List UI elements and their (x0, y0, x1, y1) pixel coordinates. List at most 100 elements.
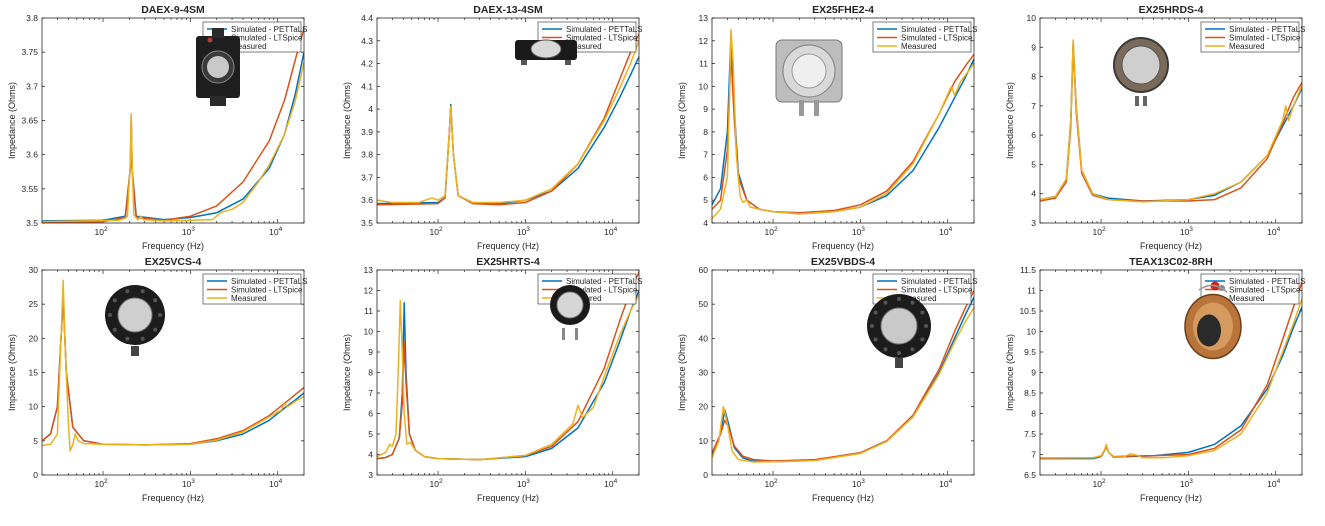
y-tick-label: 4 (703, 218, 708, 228)
y-tick-label: 30 (699, 368, 709, 378)
legend-label: Simulated - LTSpice (566, 33, 638, 42)
legend-label: Measured (231, 42, 267, 51)
y-tick-label: 25 (29, 299, 39, 309)
y-tick-label: 15 (29, 368, 39, 378)
y-tick-label: 4 (368, 450, 373, 460)
device-label (880, 307, 918, 345)
x-tick-label: 103 (852, 478, 865, 489)
device-hole (873, 310, 878, 315)
exciter-photo: DAEX-9-4SM exciter photo (196, 28, 240, 106)
y-tick-label: 9 (1031, 42, 1036, 52)
y-tick-label: 3 (368, 470, 373, 480)
y-tick-label: 8 (1031, 72, 1036, 82)
y-axis-label: Impedance (Ohms) (7, 82, 17, 159)
device-hole (153, 298, 158, 303)
y-tick-label: 9.5 (1024, 347, 1036, 357)
device-hole (897, 351, 901, 355)
legend-label: Simulated - PETTaLS (901, 277, 977, 286)
x-tick-label: 104 (939, 478, 952, 489)
y-tick-label: 3.8 (26, 13, 38, 23)
device-hole (108, 313, 112, 317)
y-tick-label: 11 (699, 59, 708, 69)
series-line-measured (42, 279, 304, 452)
y-tick-label: 7 (1031, 450, 1036, 460)
device-hole (920, 337, 925, 342)
device-dot (207, 37, 213, 43)
y-tick-label: 4.2 (361, 59, 373, 69)
y-tick-label: 30 (29, 265, 39, 275)
chart-title: EX25VBDS-4 (811, 256, 875, 268)
y-tick-label: 10.5 (1019, 306, 1036, 316)
y-tick-label: 5 (703, 195, 708, 205)
y-axis-label: Impedance (Ohms) (342, 334, 352, 411)
x-axis-label: Frequency (Hz) (477, 493, 539, 503)
x-axis-label: Frequency (Hz) (1140, 493, 1202, 503)
device-tab (210, 96, 226, 106)
y-tick-label: 6.5 (1024, 470, 1036, 480)
axes-frame (711, 17, 975, 224)
y-tick-label: 3.6 (26, 150, 38, 160)
y-tick-label: 12 (699, 36, 709, 46)
y-tick-label: 6 (368, 409, 373, 419)
y-axis-label: Impedance (Ohms) (1005, 334, 1015, 411)
axes-frame (1039, 269, 1303, 476)
x-tick-label: 102 (429, 478, 442, 489)
device-terminal (575, 328, 578, 340)
device-wire (1198, 284, 1228, 293)
y-tick-label: 5 (1031, 159, 1036, 169)
series-group (42, 279, 304, 452)
y-tick-label: 3.9 (361, 127, 373, 137)
device-terminal (1135, 96, 1139, 106)
exciter-photo: EX25HRDS-4 exciter photo (1113, 37, 1169, 106)
x-tick-label: 102 (1092, 226, 1105, 237)
x-tick-label: 104 (604, 478, 617, 489)
y-tick-label: 10 (699, 81, 709, 91)
x-axis-label: Frequency (Hz) (812, 241, 874, 251)
y-tick-label: 11 (1027, 286, 1036, 296)
x-tick-label: 102 (764, 226, 777, 237)
chart-title: DAEX-9-4SM (141, 4, 205, 16)
device-terminal (895, 358, 903, 368)
x-tick-label: 103 (182, 226, 195, 237)
legend-label: Simulated - PETTaLS (566, 25, 642, 34)
legend-label: Simulated - LTSpice (1229, 285, 1301, 294)
chart-panel-2: DAEX-13-4SM 3.5 3.6 3.7 3.8 3.9 4 4.1 4.2 4.3 4.4 1… (342, 4, 642, 251)
x-tick-label: 102 (94, 478, 107, 489)
y-tick-label: 8 (703, 127, 708, 137)
y-axis-label: Impedance (Ohms) (7, 334, 17, 411)
y-tick-label: 12 (364, 286, 374, 296)
legend-label: Simulated - PETTaLS (1229, 25, 1305, 34)
series-group (1040, 282, 1302, 460)
series-line-measured (1040, 298, 1302, 459)
x-tick-label: 104 (269, 478, 282, 489)
axes-frame (711, 269, 975, 476)
device-hole (924, 324, 928, 328)
y-tick-label: 7 (368, 388, 373, 398)
device-hole (910, 347, 915, 352)
y-axis-label: Impedance (Ohms) (677, 82, 687, 159)
x-axis-label: Frequency (Hz) (812, 493, 874, 503)
x-tick-label: 104 (269, 226, 282, 237)
y-tick-label: 60 (699, 265, 709, 275)
x-tick-label: 102 (429, 226, 442, 237)
series-line-measured (712, 28, 974, 219)
y-tick-label: 9 (1031, 368, 1036, 378)
chart-panel-1: DAEX-9-4SM 3.5 3.55 3.6 3.65 3.7 3.75 3.8 102 103… (7, 4, 307, 251)
x-tick-label: 102 (764, 478, 777, 489)
chart-panel-3: EX25FHE2-4 4 5 6 7 8 9 10 11 12 13 102 103 104 Frequen… (677, 4, 977, 251)
x-tick-label: 103 (1180, 478, 1193, 489)
y-tick-label: 4.3 (361, 36, 373, 46)
chart-title: DAEX-13-4SM (473, 4, 543, 16)
device-terminal (799, 100, 804, 116)
legend-label: Measured (1229, 42, 1265, 51)
device-terminal (814, 100, 819, 116)
series-group (1040, 39, 1302, 203)
exciter-photo: EX25FHE2-4 exciter photo (775, 39, 843, 116)
y-tick-label: 3.6 (361, 195, 373, 205)
chart-panel-7: EX25VBDS-4 0 10 20 30 40 50 60 102 103 104 Frequenc… (677, 256, 977, 503)
x-tick-label: 104 (1267, 478, 1280, 489)
device-label (791, 53, 827, 89)
